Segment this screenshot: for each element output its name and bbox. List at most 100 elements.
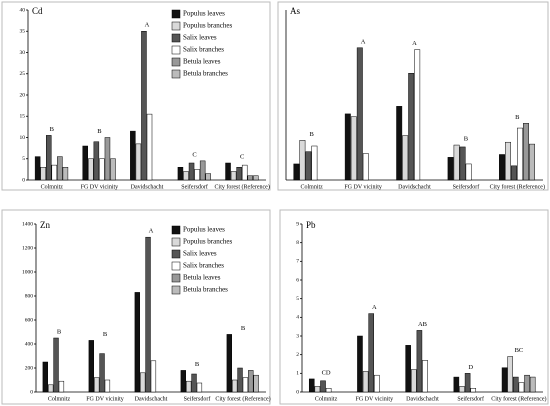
legend-label: Salix branches [183, 46, 224, 54]
bar [320, 380, 326, 393]
y-tick-label: 15 [20, 114, 26, 120]
group-label: B [310, 131, 315, 138]
bar [350, 116, 357, 181]
group-label: D [468, 364, 473, 371]
x-tick-label: FG DV vicinity [86, 396, 124, 402]
bar [357, 335, 363, 393]
bar [447, 157, 454, 181]
y-tick-label: 9 [296, 221, 299, 227]
panel-frame [1, 209, 271, 405]
group-label: A [361, 38, 366, 45]
group-label: B [241, 325, 246, 332]
bar [58, 380, 65, 393]
legend-label: Populus branches [183, 22, 232, 30]
y-tick-label: 0 [30, 389, 33, 395]
group-label: B [464, 136, 469, 143]
bar [513, 376, 519, 393]
x-tick-label: FG DV vicinity [344, 184, 382, 190]
legend-swatch [171, 261, 181, 271]
bar [99, 353, 105, 393]
bar [253, 374, 259, 393]
x-tick-label: City forest (Reference) [490, 183, 545, 190]
bar [183, 171, 189, 181]
panel-frame [1, 1, 271, 191]
y-tick-label: 8 [296, 240, 299, 246]
bar [196, 382, 203, 393]
x-tick-label: City forest (Reference) [215, 183, 270, 190]
y-tick-label: 30 [20, 50, 26, 56]
x-tick-label: Davidschacht [406, 396, 439, 402]
bar [62, 167, 69, 181]
y-tick-label: 0 [22, 177, 25, 183]
bar [230, 171, 237, 181]
legend-swatch [171, 33, 181, 43]
x-tick-label: Seifersdorf [184, 395, 211, 402]
x-tick-label: Colmnitz [48, 396, 71, 402]
bar [53, 337, 59, 393]
x-tick-label: Davidschacht [135, 396, 168, 402]
bar [194, 169, 200, 181]
x-tick-label: City forest (Reference) [491, 395, 546, 402]
bar [205, 173, 211, 181]
bar [134, 292, 140, 393]
bar [518, 382, 525, 393]
bar [470, 388, 477, 393]
panel-title: As [290, 6, 300, 16]
x-tick-label: Colmnitz [301, 184, 324, 190]
y-tick-label: 20 [20, 92, 26, 98]
bar [507, 356, 513, 393]
bar [104, 379, 111, 393]
bar [501, 367, 508, 393]
bar [453, 376, 460, 393]
bar [51, 164, 58, 181]
bar [237, 367, 243, 393]
legend-label: Betula branches [183, 70, 228, 78]
group-label: B [515, 114, 520, 121]
x-tick-label: Seifersdorf [181, 183, 208, 190]
bar [325, 388, 332, 393]
bar [57, 156, 63, 181]
bar [464, 373, 471, 393]
legend-swatch [171, 225, 181, 235]
y-tick-label: 5 [296, 296, 299, 302]
y-tick-label: 10 [20, 135, 26, 141]
bar [293, 163, 300, 181]
legend-swatch [171, 21, 181, 31]
bar [524, 374, 530, 393]
legend-label: Betula branches [183, 286, 228, 294]
legend-swatch [171, 45, 181, 55]
bar [188, 162, 195, 181]
panel-frame [279, 209, 549, 405]
y-tick-label: 25 [20, 71, 26, 77]
panel-title: Cd [32, 6, 43, 16]
group-label: A [145, 22, 150, 29]
y-tick-label: 1400 [22, 221, 33, 227]
bar [505, 141, 511, 181]
bar [146, 113, 153, 181]
y-tick-label: 2 [296, 352, 299, 358]
bar [88, 158, 94, 181]
bar [411, 369, 417, 393]
legend-label: Betula leaves [183, 58, 221, 66]
bar [226, 334, 232, 393]
bar [356, 47, 363, 181]
legend-label: Salix branches [183, 262, 224, 270]
bar [529, 376, 536, 393]
x-tick-label: Davidschacht [398, 184, 431, 190]
y-tick-label: 5 [22, 156, 25, 162]
bar [499, 154, 505, 181]
bar [362, 153, 369, 181]
y-tick-label: 4 [296, 315, 299, 321]
bar [416, 330, 423, 393]
legend-swatch [171, 69, 181, 79]
bar [241, 164, 248, 181]
bar [199, 160, 206, 181]
y-tick-label: 600 [25, 317, 34, 323]
bar [402, 135, 409, 181]
x-tick-label: FG DV vicinity [81, 184, 119, 190]
bar [140, 372, 146, 393]
x-tick-label: FG DV vicinity [356, 396, 394, 402]
y-tick-label: 40 [20, 7, 26, 13]
bar [408, 73, 415, 181]
legend-label: Betula leaves [183, 274, 221, 282]
